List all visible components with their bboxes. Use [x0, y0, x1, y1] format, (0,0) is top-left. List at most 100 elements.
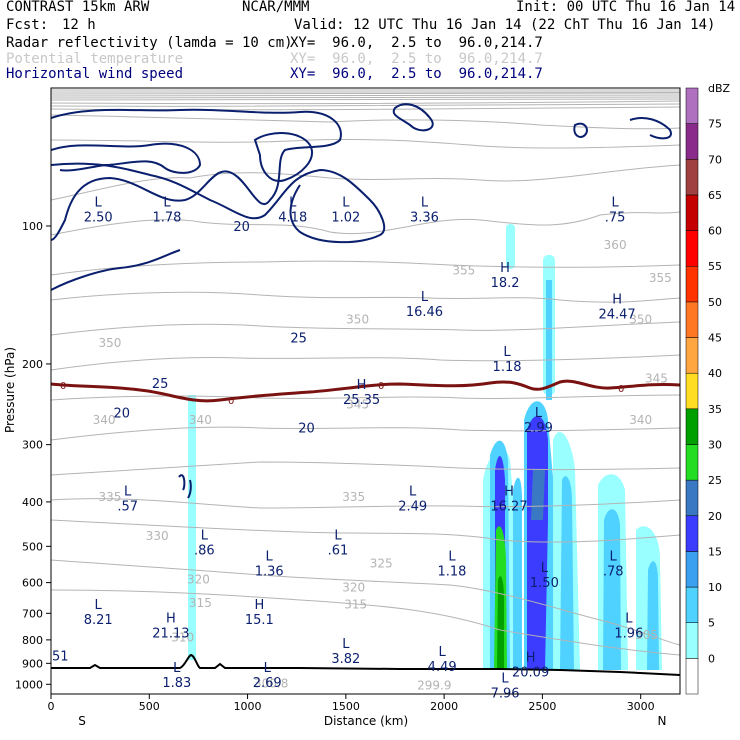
x-tick-label: 1000	[234, 700, 262, 713]
extremum-value: 16.46	[406, 305, 443, 320]
extremum-marker: L	[625, 612, 633, 627]
extremum-value: 3.82	[331, 652, 360, 667]
wind-contour-label: 25	[290, 331, 307, 346]
extremum-value: 1.50	[530, 576, 559, 591]
extremum-value: 20.09	[512, 665, 549, 680]
extremum-value: .78	[603, 564, 624, 579]
theta-contour-label: 310	[171, 630, 194, 644]
field-2-xy: XY= 96.0, 2.5 to 96.0,214.7	[290, 51, 543, 67]
extremum-marker: L	[535, 406, 543, 421]
wind-contour-label: 20	[113, 406, 130, 421]
x-tick-label: 0	[48, 700, 55, 713]
colorbar-swatch	[685, 586, 699, 623]
y-tick-label: 900	[22, 657, 43, 670]
colorbar-swatch	[685, 194, 699, 231]
theta-contour-label: 320	[342, 581, 365, 595]
colorbar-level-label: 20	[708, 510, 722, 523]
valid-time: Valid: 12 UTC Thu 16 Jan 14 (22 ChT Thu …	[294, 17, 716, 33]
colorbar-level-label: 10	[708, 581, 722, 594]
colorbar-level-label: 25	[708, 474, 722, 487]
extremum-value: 1.18	[438, 564, 467, 579]
y-axis-title: Pressure (hPa)	[3, 347, 17, 433]
extremum-value: .61	[328, 543, 349, 558]
extremum-value: 25.35	[343, 393, 380, 408]
extremum-marker: L	[610, 549, 618, 564]
colorbar-swatch	[685, 622, 699, 659]
colorbar-swatch	[685, 551, 699, 588]
extremum-value: 24.47	[598, 308, 635, 323]
theta-contour-label: 335	[342, 490, 365, 504]
plot-frame	[50, 87, 681, 695]
colorbar-level-label: 45	[708, 332, 722, 345]
colorbar-swatch	[685, 159, 699, 196]
extremum-value: 3.36	[410, 210, 439, 225]
theta-dense-band	[51, 89, 680, 111]
y-tick-label: 500	[22, 540, 43, 553]
extremum-value: 8.21	[84, 613, 113, 628]
x-tick-label: 1500	[332, 700, 360, 713]
theta-contour-label: 340	[189, 413, 212, 427]
colorbar-swatch	[685, 372, 699, 410]
extremum-marker: L	[342, 195, 350, 210]
colorbar-level-label: 75	[708, 118, 722, 131]
extremum-marker: L	[421, 195, 429, 210]
colorbar-level-label: 5	[708, 617, 715, 630]
theta-contour-label: 350	[99, 336, 122, 350]
theta-contour-label: 305	[635, 628, 658, 642]
theta-contour-label: 299.9	[417, 678, 451, 692]
colorbar-swatch	[685, 265, 699, 303]
colorbar-level-label: 30	[708, 438, 722, 451]
theta-contour-label: 355	[452, 263, 475, 277]
y-tick-label: 600	[22, 577, 43, 590]
colorbar-level-label: 55	[708, 260, 722, 273]
colorbar-swatch	[685, 479, 699, 517]
extremum-marker: H	[166, 612, 176, 627]
south-endpoint: S	[78, 714, 86, 728]
extremum-marker: L	[501, 671, 509, 686]
extremum-marker: H	[526, 650, 536, 665]
extremum-value: 15.1	[245, 613, 274, 628]
extremum-marker: H	[504, 484, 514, 499]
colorbar-level-label: 35	[708, 403, 722, 416]
extremum-marker: L	[448, 549, 456, 564]
wind-contour-label: 25	[152, 377, 169, 392]
extremum-marker: L	[124, 484, 132, 499]
x-tick-label: 2000	[430, 700, 458, 713]
freezing-label: 0	[60, 381, 66, 392]
field-1-name: Radar reflectivity (lamda = 10 cm)	[6, 35, 293, 51]
x-tick-label: 500	[139, 700, 160, 713]
theta-contour-label: 340	[93, 413, 116, 427]
y-tick-label: 100	[22, 220, 43, 233]
x-tick-label: 3000	[627, 700, 655, 713]
extremum-value: 1.96	[614, 627, 643, 642]
extremum-marker: H	[612, 293, 622, 308]
extremum-value: 4.49	[428, 660, 457, 675]
wind-contour-label: 20	[233, 220, 250, 235]
freezing-label: 0	[618, 384, 624, 395]
theta-contour-label: 360	[604, 238, 627, 252]
y-tick-label: 300	[22, 439, 43, 452]
theta-contour-label: 355	[649, 271, 672, 285]
center-title: NCAR/MMM	[242, 0, 310, 15]
extremum-value: 1.78	[152, 210, 181, 225]
colorbar-level-label: 50	[708, 296, 722, 309]
extremum-marker: H	[500, 261, 510, 276]
extremum-marker: L	[342, 637, 350, 652]
colorbar-level-label: 60	[708, 225, 722, 238]
extremum-marker: L	[95, 195, 103, 210]
field-2-name: Potential temperature	[6, 51, 184, 67]
colorbar-swatch	[685, 301, 699, 338]
extremum-value: 16.27	[490, 499, 527, 514]
y-tick-label: 1000	[15, 678, 43, 691]
fcst-label: Fcst:	[6, 17, 49, 33]
freezing-level-line: 0 0 0 0	[51, 379, 680, 407]
colorbar-swatch	[685, 408, 699, 445]
field-3-name: Horizontal wind speed	[6, 66, 184, 82]
theta-contour-label: 335	[99, 490, 122, 504]
theta-contours	[51, 114, 680, 656]
extremum-value: 2.49	[398, 499, 427, 514]
extremum-marker: L	[421, 290, 429, 305]
init-time: Init: 00 UTC Thu 16 Jan 14	[516, 0, 736, 15]
extremum-marker: L	[173, 661, 181, 676]
